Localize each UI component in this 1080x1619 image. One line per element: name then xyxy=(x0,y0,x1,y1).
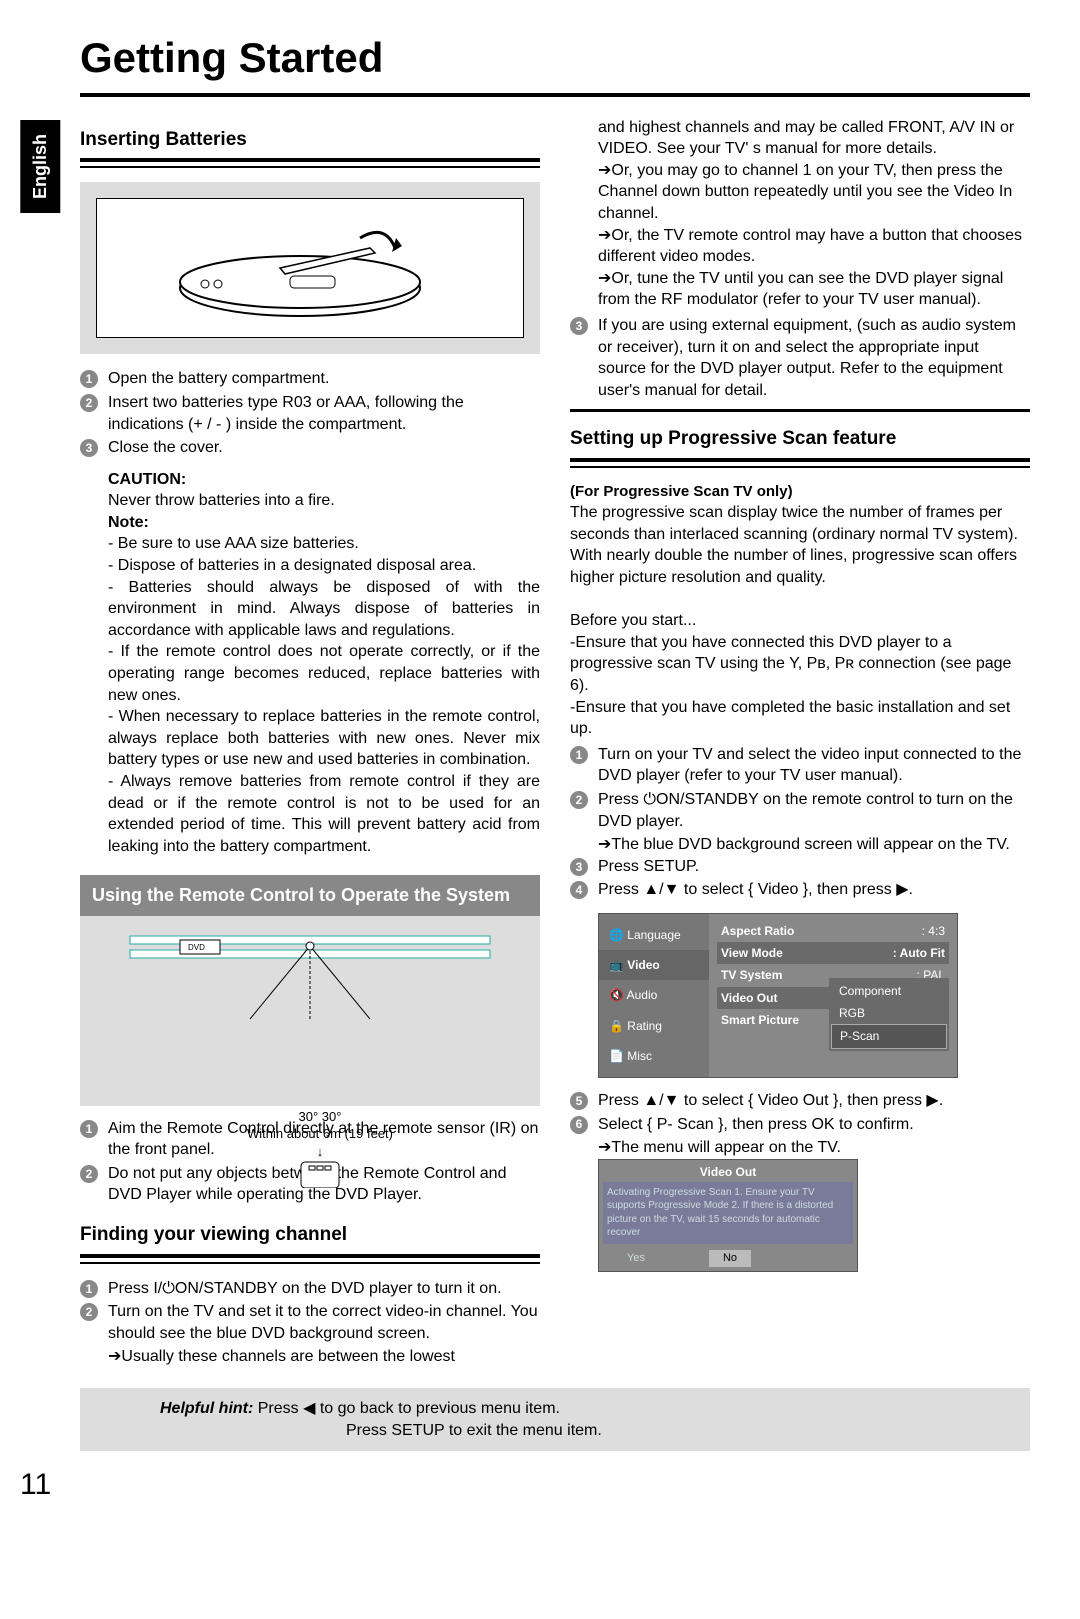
arrow-note-2: ➔Or, the TV remote control may have a bu… xyxy=(570,225,1030,268)
finding-arrow-note: ➔Usually these channels are between the … xyxy=(80,1346,540,1368)
pscan-step-2: Press ⏻ON/STANDBY on the remote control … xyxy=(598,789,1030,832)
remote-range-diagram: DVD 30° 30° Within about 6m (19 feet) ↓ xyxy=(80,916,540,1106)
pscan-subheading: (For Progressive Scan TV only) xyxy=(570,482,1030,502)
menu-right-panel: Aspect Ratio: 4:3 View Mode: Auto Fit TV… xyxy=(709,914,957,1077)
arrow-note-3: ➔Or, tune the TV until you can see the D… xyxy=(570,268,1030,311)
pscan-heading: Setting up Progressive Scan feature xyxy=(570,426,1030,452)
pscan-step-6: Select { P- Scan }, then press OK to con… xyxy=(598,1114,1030,1136)
pscan-step-5: Press ▲/▼ to select { Video Out }, then … xyxy=(598,1090,1030,1112)
page-title: Getting Started xyxy=(80,30,1030,97)
finding-step-2: Turn on the TV and set it to the correct… xyxy=(108,1301,540,1344)
menu-item-misc: 📄 Misc xyxy=(599,1041,709,1071)
video-out-yes: Yes xyxy=(613,1250,659,1267)
submenu-pscan: P-Scan xyxy=(831,1024,947,1048)
helpful-hint-bar: Helpful hint: Press ◀ to go back to prev… xyxy=(80,1388,1030,1451)
hint-line-2: Press SETUP to exit the menu item. xyxy=(346,1420,602,1442)
finding-channel-heading: Finding your viewing channel xyxy=(80,1222,540,1248)
submenu-video-out: Component RGB P-Scan xyxy=(829,978,949,1051)
note-2: - Dispose of batteries in a designated d… xyxy=(108,555,540,577)
note-3: - Batteries should always be disposed of… xyxy=(108,577,540,642)
remote-operate-banner: Using the Remote Control to Operate the … xyxy=(80,875,540,915)
right-column: and highest channels and may be called F… xyxy=(570,117,1030,1368)
hint-label: Helpful hint: xyxy=(160,1400,253,1417)
battery-step-1: Open the battery compartment. xyxy=(108,368,540,390)
video-out-dialog: Video Out Activating Progressive Scan 1.… xyxy=(598,1159,858,1272)
note-label: Note: xyxy=(108,512,540,534)
menu-item-audio: 🔇 Audio xyxy=(599,980,709,1010)
dvd-setup-menu: 🌐 Language 📺 Video 🔇 Audio 🔒 Rating 📄 Mi… xyxy=(598,913,958,1078)
video-out-body: Activating Progressive Scan 1. Ensure yo… xyxy=(603,1182,853,1244)
menu-left-panel: 🌐 Language 📺 Video 🔇 Audio 🔒 Rating 📄 Mi… xyxy=(599,914,709,1077)
language-tab: English xyxy=(20,120,60,213)
submenu-component: Component xyxy=(831,980,947,1002)
pscan-intro: The progressive scan display twice the n… xyxy=(570,502,1030,588)
note-4: - If the remote control does not operate… xyxy=(108,641,540,706)
battery-step-3: Close the cover. xyxy=(108,437,540,459)
battery-illustration-box xyxy=(80,182,540,354)
caution-text: Never throw batteries into a fire. xyxy=(108,490,540,512)
finding-step-1: Press I/⏻ON/STANDBY on the DVD player to… xyxy=(108,1278,540,1300)
svg-text:DVD: DVD xyxy=(188,943,205,952)
within-text: Within about 6m (19 feet) xyxy=(247,1126,393,1141)
submenu-rgb: RGB xyxy=(831,1002,947,1024)
battery-steps: 1Open the battery compartment. 2Insert t… xyxy=(80,368,540,458)
pscan-step-3: Press SETUP. xyxy=(598,856,1030,878)
pscan-arrow-a: ➔The blue DVD background screen will app… xyxy=(570,834,1030,856)
video-out-no: No xyxy=(709,1250,751,1267)
hint-line-1: Press ◀ to go back to previous menu item… xyxy=(253,1400,560,1417)
pscan-step-1: Turn on your TV and select the video inp… xyxy=(598,744,1030,787)
video-out-title: Video Out xyxy=(603,1164,853,1180)
finding-steps: 1Press I/⏻ON/STANDBY on the DVD player t… xyxy=(80,1278,540,1345)
ensure-2: -Ensure that you have completed the basi… xyxy=(570,697,1030,740)
note-6: - Always remove batteries from remote co… xyxy=(108,771,540,857)
caution-label: CAUTION: xyxy=(108,469,540,491)
arrow-note-1: ➔Or, you may go to channel 1 on your TV,… xyxy=(570,160,1030,225)
battery-step-2: Insert two batteries type R03 or AAA, fo… xyxy=(108,392,540,435)
menu-item-rating: 🔒 Rating xyxy=(599,1011,709,1041)
cont-text: and highest channels and may be called F… xyxy=(570,117,1030,160)
left-column: Inserting Batteries 1Open the battery co… xyxy=(80,117,540,1368)
pscan-step-4: Press ▲/▼ to select { Video }, then pres… xyxy=(598,879,1030,901)
menu-item-language: 🌐 Language xyxy=(599,920,709,950)
before-label: Before you start... xyxy=(570,610,1030,632)
page-number: 11 xyxy=(20,1465,1030,1506)
menu-item-video: 📺 Video xyxy=(599,950,709,980)
inserting-batteries-heading: Inserting Batteries xyxy=(80,127,540,153)
ext-equipment-step: If you are using external equipment, (su… xyxy=(598,315,1030,401)
angle-text: 30° 30° xyxy=(299,1109,342,1124)
remote-battery-diagram xyxy=(96,198,524,338)
note-5: - When necessary to replace batteries in… xyxy=(108,706,540,771)
note-1: - Be sure to use AAA size batteries. xyxy=(108,533,540,555)
ensure-1: -Ensure that you have connected this DVD… xyxy=(570,632,1030,697)
pscan-arrow-c: ➔The menu will appear on the TV. xyxy=(570,1137,1030,1159)
